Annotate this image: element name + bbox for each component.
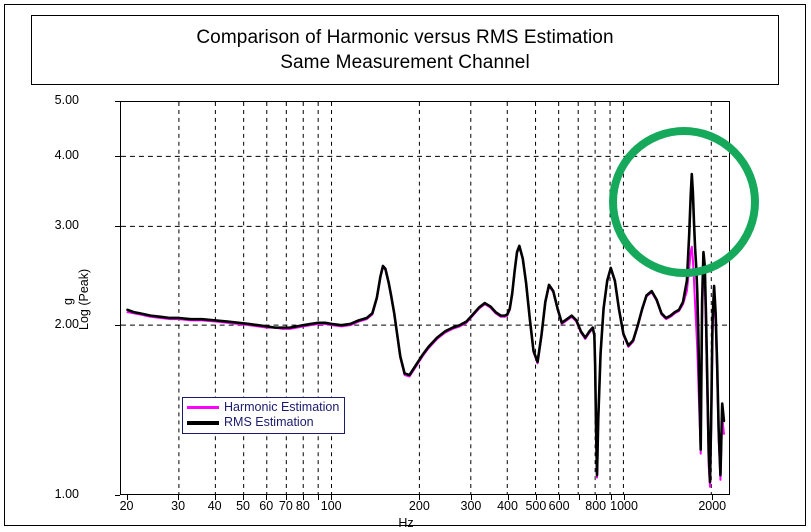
x-tick-mark: [214, 495, 216, 500]
y-tick-label: 3.00: [54, 218, 79, 233]
x-tick-mark: [243, 495, 245, 500]
x-tick-label: 800: [585, 499, 607, 513]
legend-swatch-harmonic: [187, 406, 219, 409]
x-tick-label: 20: [119, 499, 134, 513]
plot-wrapper: 5.00 4.00 3.00 2.00 1.00 20 30 40 50 60 70 80 100 20…: [5, 5, 807, 530]
y-tick-mark: [115, 155, 120, 157]
x-tick-mark: [712, 495, 714, 500]
x-tick-mark: [285, 495, 287, 500]
x-tick-mark: [266, 495, 268, 500]
chart-title-box: Comparison of Harmonic versus RMS Estima…: [31, 15, 779, 85]
legend-item-harmonic[interactable]: Harmonic Estimation: [187, 400, 339, 415]
x-tick-mark: [578, 495, 580, 500]
y-axis-label: Log (Peak): [77, 268, 91, 330]
y-tick-mark: [115, 101, 120, 102]
x-axis-label: Hz: [398, 516, 414, 530]
x-tick-mark: [507, 495, 509, 500]
x-tick-label: 100: [320, 499, 342, 513]
legend-item-rms[interactable]: RMS Estimation: [187, 415, 339, 430]
y-tick-label: 5.00: [54, 93, 79, 107]
y-axis-unit-label: g: [61, 298, 75, 305]
legend[interactable]: Harmonic Estimation RMS Estimation: [182, 397, 346, 434]
y-tick-mark: [115, 226, 120, 228]
x-tick-mark: [610, 495, 612, 500]
series-harmonic: [126, 245, 725, 488]
plot-area[interactable]: [120, 101, 730, 495]
chart-title-line-2: Same Measurement Channel: [280, 52, 530, 73]
y-tick-label: 2.00: [54, 317, 79, 332]
x-tick-mark: [317, 495, 319, 500]
x-tick-label: 30: [171, 499, 186, 513]
x-tick-label: 1000: [610, 499, 638, 513]
x-tick-mark: [624, 495, 626, 500]
y-tick-label: 4.00: [54, 147, 79, 162]
y-tick-label: 1.00: [54, 487, 79, 501]
x-tick-mark: [126, 495, 128, 500]
x-tick-mark: [178, 495, 180, 500]
legend-label-rms: RMS Estimation: [224, 415, 314, 429]
x-tick-label: 2000: [698, 499, 727, 513]
x-tick-label: 200: [408, 499, 430, 513]
x-tick-mark: [302, 495, 304, 500]
y-tick-mark: [115, 325, 120, 327]
x-tick-label: 70: [278, 499, 293, 513]
legend-label-harmonic: Harmonic Estimation: [224, 400, 340, 414]
x-tick-mark: [595, 495, 597, 500]
x-tick-label: 80: [295, 499, 310, 513]
x-tick-label: 600: [548, 499, 570, 513]
x-tick-mark: [331, 495, 333, 500]
x-tick-label: 300: [460, 499, 482, 513]
x-tick-label: 50: [236, 499, 250, 513]
y-tick-mark: [115, 495, 120, 496]
x-tick-label: 60: [259, 499, 274, 513]
x-tick-mark: [535, 495, 537, 500]
x-tick-mark: [470, 495, 472, 500]
series-rms: [126, 172, 726, 484]
x-tick-mark: [419, 495, 421, 500]
legend-swatch-rms: [187, 420, 219, 425]
data-series-layer: [126, 172, 726, 488]
chart-title-line-1: Comparison of Harmonic versus RMS Estima…: [196, 27, 614, 48]
figure-frame: Comparison of Harmonic versus RMS Estima…: [4, 4, 807, 530]
x-tick-label: 40: [207, 499, 222, 513]
x-tick-mark: [559, 495, 561, 500]
x-tick-label: 400: [497, 499, 518, 513]
x-tick-label: 500: [525, 499, 547, 513]
